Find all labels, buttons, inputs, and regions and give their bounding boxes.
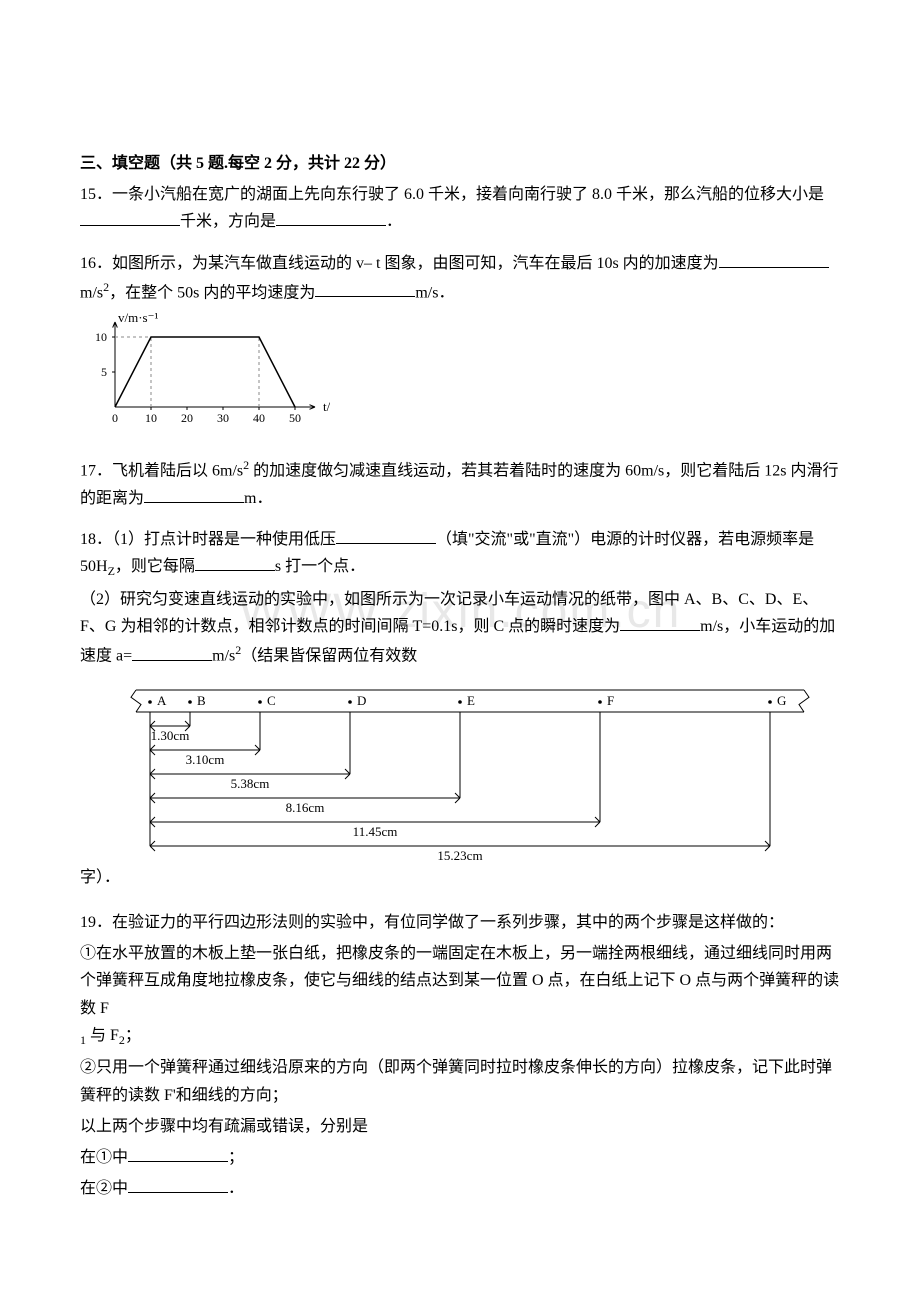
q17-unit: m． (244, 490, 272, 507)
question-15: 15．一条小汽船在宽广的湖面上先向东行驶了 6.0 千米，接着向南行驶了 8.0… (80, 181, 840, 235)
q18-p2-tail-inline: （结果皆保留两位有效数 (241, 648, 417, 665)
svg-text:8.16cm: 8.16cm (286, 800, 325, 815)
q18-p1d: s 打一个点． (275, 558, 365, 575)
q19-intro: 19．在验证力的平行四边形法则的实验中，有位同学做了一系列步骤，其中的两个步骤是… (80, 909, 840, 936)
svg-text:E: E (467, 693, 475, 708)
q18-tape-diagram: A B C D E F G 1.30cm 3.10cm 5.38cm 8.16cm 11.45cm 15… (130, 680, 810, 889)
question-16: 16．如图所示，为某汽车做直线运动的 v– t 图象，由图可知，汽车在最后 10… (80, 250, 840, 442)
q19-ans1-blank (128, 1145, 228, 1162)
q15-text-pre: 15．一条小汽船在宽广的湖面上先向东行驶了 6.0 千米，接着向南行驶了 8.0… (80, 186, 824, 203)
q18-p1c: ，则它每隔 (115, 558, 195, 575)
svg-text:10: 10 (145, 411, 157, 425)
q18-p2-tail-lead: 字）． (80, 864, 120, 895)
q19-ans1-label: 在①中 (80, 1149, 128, 1166)
svg-text:A: A (157, 693, 167, 708)
svg-text:11.45cm: 11.45cm (353, 824, 398, 839)
q17-text-pre: 17．飞机着陆后以 6m/s (80, 463, 243, 480)
q16-graph: 5 10 0 10 20 30 40 50 v/m·s⁻¹ t/s (80, 312, 840, 441)
svg-text:C: C (267, 693, 276, 708)
svg-text:5.38cm: 5.38cm (231, 776, 270, 791)
q19-step1-text-c: ； (125, 1027, 141, 1044)
q19-step1-text-b: 与 F (86, 1027, 119, 1044)
q18-p2-u2: m/s (212, 648, 235, 665)
q15-text-end: ． (386, 213, 402, 230)
q18-blank-2 (195, 554, 275, 571)
svg-text:15.23cm: 15.23cm (437, 848, 482, 863)
svg-text:30: 30 (217, 411, 229, 425)
q15-text-mid: 千米，方向是 (180, 213, 276, 230)
question-17: 17．飞机着陆后以 6m/s2 的加速度做匀减速直线运动，若其若着陆时的速度为 … (80, 455, 840, 512)
q19-semi-1: ； (228, 1149, 244, 1166)
q18-blank-1 (336, 527, 436, 544)
q18-p1a: 18．（1）打点计时器是一种使用低压 (80, 531, 336, 548)
q19-tail: 以上两个步骤中均有疏漏或错误，分别是 (80, 1113, 840, 1140)
svg-text:D: D (357, 693, 366, 708)
q19-period: ． (228, 1180, 244, 1197)
tape-svg: A B C D E F G 1.30cm 3.10cm 5.38cm 8.16cm 11.45cm 15… (130, 680, 810, 880)
q18-hz-sub: Z (108, 565, 115, 579)
q18-blank-3 (620, 614, 700, 631)
svg-text:10: 10 (95, 330, 107, 344)
svg-text:5: 5 (101, 365, 107, 379)
svg-text:G: G (777, 693, 786, 708)
question-19: 19．在验证力的平行四边形法则的实验中，有位同学做了一系列步骤，其中的两个步骤是… (80, 909, 840, 1202)
svg-text:3.10cm: 3.10cm (186, 752, 225, 767)
svg-text:v/m·s⁻¹: v/m·s⁻¹ (118, 312, 158, 325)
q16-unit-1: m/s (80, 284, 103, 301)
svg-text:0: 0 (112, 411, 118, 425)
svg-text:20: 20 (181, 411, 193, 425)
q16-text-mid2: ，在整个 50s 内的平均速度为 (109, 284, 315, 301)
q19-step2: ②只用一个弹簧秤通过细线沿原来的方向（即两个弹簧同时拉时橡皮条伸长的方向）拉橡皮… (80, 1054, 840, 1108)
question-18: 18．（1）打点计时器是一种使用低压（填"交流"或"直流"）电源的计时仪器，若电… (80, 526, 840, 895)
vt-graph-svg: 5 10 0 10 20 30 40 50 v/m·s⁻¹ t/s (80, 312, 330, 432)
page-content: 三、填空题（共 5 题.每空 2 分，共计 22 分） 15．一条小汽船在宽广的… (80, 150, 840, 1202)
q16-blank-1 (719, 251, 829, 268)
q19-ans2-label: 在②中 (80, 1180, 128, 1197)
svg-text:50: 50 (289, 411, 301, 425)
q18-blank-4 (132, 644, 212, 661)
q16-blank-2 (315, 280, 415, 297)
svg-text:t/s: t/s (323, 399, 330, 414)
q15-blank-2 (276, 209, 386, 226)
q19-step1-text-a: ①在水平放置的木板上垫一张白纸，把橡皮条的一端固定在木板上，另一端拴两根细线，通… (80, 940, 840, 1022)
q16-text-pre: 16．如图所示，为某汽车做直线运动的 v– t 图象，由图可知，汽车在最后 10… (80, 255, 719, 272)
q15-blank-1 (80, 209, 180, 226)
svg-text:40: 40 (253, 411, 265, 425)
svg-text:F: F (607, 693, 614, 708)
svg-text:1.30cm: 1.30cm (151, 728, 190, 743)
section-header: 三、填空题（共 5 题.每空 2 分，共计 22 分） (80, 150, 840, 177)
q19-ans2-blank (128, 1176, 228, 1193)
svg-text:B: B (197, 693, 206, 708)
q17-blank (144, 486, 244, 503)
q16-unit-2: m/s． (415, 284, 454, 301)
